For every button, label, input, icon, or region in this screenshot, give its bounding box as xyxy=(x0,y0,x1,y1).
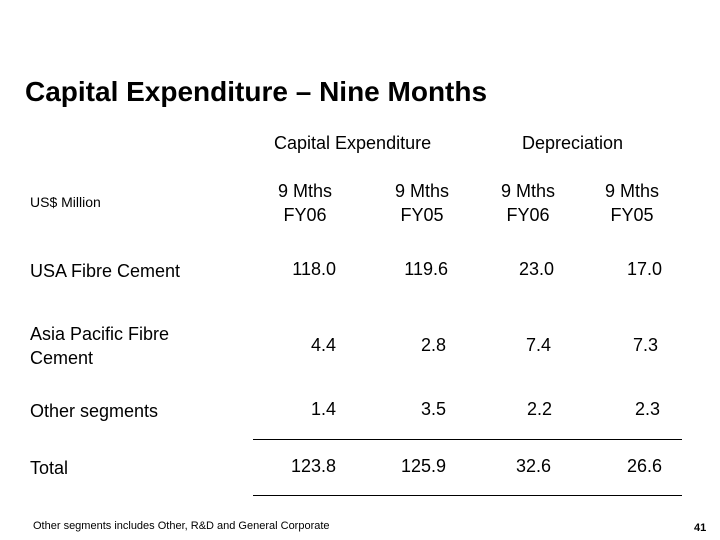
footnote: Other segments includes Other, R&D and G… xyxy=(33,520,330,532)
total-rule-bottom xyxy=(253,495,682,496)
column-header-year: FY06 xyxy=(283,205,327,225)
group-header-capex: Capital Expenditure xyxy=(274,133,432,153)
row-label: USA Fibre Cement xyxy=(30,261,181,281)
total-rule-top xyxy=(253,439,682,440)
page-title: Capital Expenditure – Nine Months xyxy=(25,76,488,107)
table-cell: 7.3 xyxy=(632,335,658,355)
table-cell: 3.5 xyxy=(420,399,446,419)
table-cell: 23.0 xyxy=(518,259,554,279)
table-cell: 2.2 xyxy=(526,399,552,419)
column-header-year: FY06 xyxy=(506,205,550,225)
table-cell: 2.3 xyxy=(634,399,660,419)
table-cell: 2.8 xyxy=(420,335,446,355)
page-number: 41 xyxy=(694,522,707,534)
table-cell: 125.9 xyxy=(400,456,446,476)
row-label-total: Total xyxy=(30,458,69,478)
table-cell: 4.4 xyxy=(310,335,336,355)
column-header: 9 Mths FY05 xyxy=(589,179,675,227)
column-header: 9 Mths FY05 xyxy=(379,179,465,227)
unit-label: US$ Million xyxy=(30,194,101,210)
table-cell: 119.6 xyxy=(404,259,448,279)
group-header-depreciation: Depreciation xyxy=(522,133,624,153)
column-header: 9 Mths FY06 xyxy=(262,179,348,227)
row-label: Asia Pacific Fibre Cement xyxy=(30,322,169,370)
column-header-period: 9 Mths xyxy=(604,181,660,201)
row-label-line: Cement xyxy=(30,348,94,368)
column-header-year: FY05 xyxy=(610,205,654,225)
column-header-period: 9 Mths xyxy=(277,181,333,201)
table-cell: 7.4 xyxy=(525,335,551,355)
table-cell: 118.0 xyxy=(292,259,336,279)
table-cell: 1.4 xyxy=(310,399,336,419)
column-header-period: 9 Mths xyxy=(394,181,450,201)
column-header-period: 9 Mths xyxy=(500,181,556,201)
table-cell: 26.6 xyxy=(626,456,662,476)
column-header-year: FY05 xyxy=(400,205,444,225)
row-label-line: Asia Pacific Fibre xyxy=(30,324,170,344)
row-label: Other segments xyxy=(30,401,159,421)
table-cell: 32.6 xyxy=(515,456,551,476)
column-header: 9 Mths FY06 xyxy=(485,179,571,227)
table-cell: 17.0 xyxy=(626,259,662,279)
table-cell: 123.8 xyxy=(290,456,336,476)
